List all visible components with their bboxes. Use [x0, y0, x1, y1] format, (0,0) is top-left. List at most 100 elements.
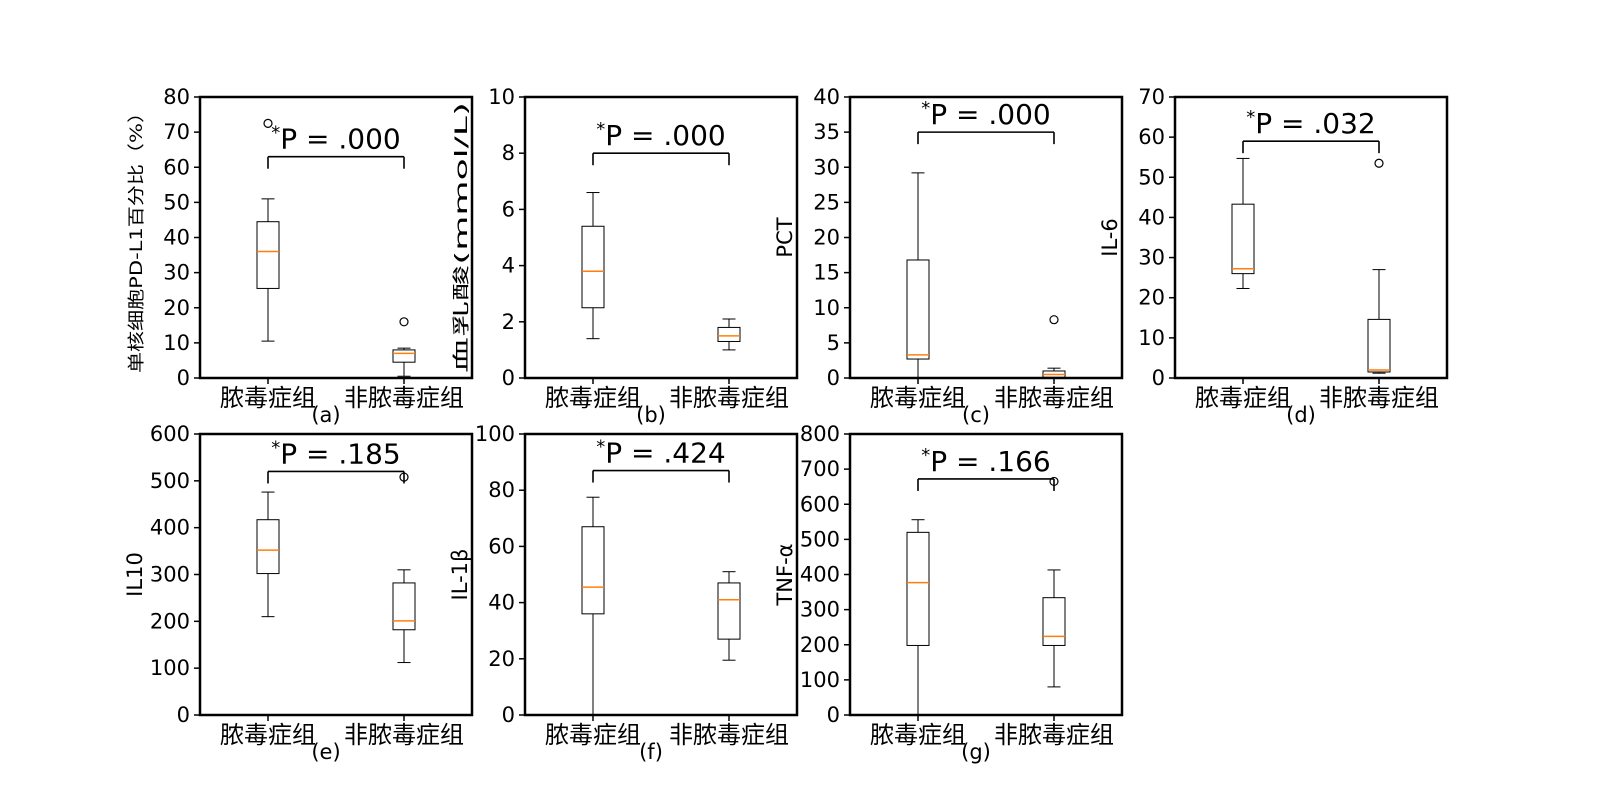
- y-axis-label: PCT: [773, 217, 797, 257]
- x-tick-label: 非脓毒症组: [994, 721, 1114, 749]
- y-tick-label: 700: [800, 457, 840, 481]
- iqr-box: [256, 221, 280, 289]
- y-tick-label: 400: [150, 516, 190, 540]
- x-tick-label: 脓毒症组: [545, 721, 641, 749]
- box-1: [256, 118, 280, 342]
- box-2: [392, 472, 416, 664]
- y-tick-label: 0: [177, 366, 190, 390]
- p-value-label: *P = .000: [271, 123, 401, 156]
- subplot-a: 0 10 20 30 40 50 60 70 80 脓毒症组 非脓毒症组 单核细胞PD-L1百分比（%…: [127, 85, 474, 427]
- x-tick-label: 非脓毒症组: [344, 721, 464, 749]
- box-1: [581, 192, 605, 340]
- y-tick-label: 0: [827, 366, 840, 390]
- subplot-b: 0 2 4 6 8 10 脓毒症组 非脓毒症组 血乳酸(mmol/L) (b) *P = .000: [452, 85, 799, 427]
- y-tick-label: 300: [800, 598, 840, 622]
- p-value-label: *P = .000: [921, 98, 1051, 131]
- axes-frame: [1173, 95, 1449, 380]
- iqr-box: [1042, 597, 1066, 646]
- box-2: [717, 571, 741, 661]
- axes-frame: [523, 95, 799, 380]
- significance-annotation: *P = .032: [1242, 107, 1380, 154]
- y-tick-label: 0: [1152, 366, 1165, 390]
- significance-annotation: *P = .000: [592, 119, 730, 166]
- x-tick-label: 脓毒症组: [870, 721, 966, 749]
- p-value-label: *P = .185: [271, 437, 401, 470]
- panel-label: (f): [639, 740, 663, 764]
- x-tick-label: 非脓毒症组: [994, 384, 1114, 412]
- y-tick-label: 30: [813, 155, 840, 179]
- subplot-d: 0 10 20 30 40 50 60 70 脓毒症组 非脓毒症组 IL-6 (d) *P = .032: [1098, 85, 1449, 427]
- y-tick-label: 100: [800, 668, 840, 692]
- p-value-label: *P = .032: [1246, 107, 1376, 140]
- y-tick-label: 40: [488, 591, 515, 615]
- iqr-box: [392, 582, 416, 631]
- y-tick-label: 200: [150, 609, 190, 633]
- axes-frame: [523, 432, 799, 717]
- y-tick-label: 8: [502, 141, 515, 165]
- box-2: [717, 318, 741, 351]
- significance-annotation: *P = .185: [267, 437, 405, 484]
- iqr-box: [256, 519, 280, 575]
- box-2: [1042, 315, 1066, 379]
- subplot-f: 0 20 40 60 80 100 脓毒症组 非脓毒症组 IL-1β (f) *P = .424: [448, 422, 799, 764]
- y-tick-label: 0: [502, 703, 515, 727]
- box-2: [1367, 158, 1391, 374]
- iqr-box: [1231, 203, 1255, 275]
- y-tick-label: 20: [813, 226, 840, 250]
- x-tick-label: 脓毒症组: [1195, 384, 1291, 412]
- y-axis-label: IL10: [123, 552, 147, 597]
- y-tick-label: 80: [488, 478, 515, 502]
- x-tick-label: 非脓毒症组: [669, 384, 789, 412]
- outlier-point: [263, 118, 273, 128]
- y-tick-label: 600: [800, 492, 840, 516]
- y-tick-label: 300: [150, 563, 190, 587]
- box-1: [906, 519, 930, 716]
- x-tick-label: 脓毒症组: [220, 721, 316, 749]
- y-tick-label: 10: [813, 296, 840, 320]
- x-tick-label: 脓毒症组: [220, 384, 316, 412]
- y-tick-label: 40: [813, 85, 840, 109]
- y-axis-label: TNF-α: [773, 543, 797, 606]
- y-tick-label: 5: [827, 331, 840, 355]
- y-tick-label: 10: [1138, 326, 1165, 350]
- iqr-box: [1367, 318, 1391, 373]
- y-tick-label: 40: [163, 226, 190, 250]
- panel-label: (g): [961, 740, 991, 764]
- y-tick-label: 100: [475, 422, 515, 446]
- x-tick-label: 非脓毒症组: [1319, 384, 1439, 412]
- p-value-label: *P = .166: [921, 445, 1051, 478]
- y-tick-label: 35: [813, 120, 840, 144]
- panel-label: (e): [311, 740, 340, 764]
- panel-label: (c): [962, 403, 990, 427]
- y-tick-label: 20: [488, 647, 515, 671]
- outlier-point: [1049, 315, 1059, 325]
- y-tick-label: 100: [150, 656, 190, 680]
- x-tick-label: 脓毒症组: [870, 384, 966, 412]
- y-tick-label: 10: [488, 85, 515, 109]
- box-1: [256, 491, 280, 618]
- y-tick-label: 10: [163, 331, 190, 355]
- y-tick-label: 4: [502, 254, 515, 278]
- iqr-box: [581, 526, 605, 615]
- box-1: [1231, 157, 1255, 289]
- y-axis-label: 单核细胞PD-L1百分比（%）: [127, 102, 147, 373]
- y-axis-label: IL-1β: [448, 549, 472, 601]
- y-tick-label: 400: [800, 563, 840, 587]
- y-axis-label: IL-6: [1098, 218, 1122, 256]
- subplot-g: 0 100 200 300 400 500 600 700 800 脓毒症组 非脓毒症组 TNF-α (…: [773, 422, 1124, 764]
- y-tick-label: 500: [150, 469, 190, 493]
- x-tick-label: 非脓毒症组: [344, 384, 464, 412]
- panel-label: (b): [636, 403, 666, 427]
- y-tick-label: 2: [502, 310, 515, 334]
- y-tick-label: 70: [163, 120, 190, 144]
- y-tick-label: 0: [827, 703, 840, 727]
- iqr-box: [717, 582, 741, 640]
- panel-label: (a): [311, 403, 340, 427]
- y-tick-label: 50: [163, 190, 190, 214]
- y-tick-label: 25: [813, 190, 840, 214]
- box-2: [1042, 476, 1066, 688]
- iqr-box: [906, 531, 930, 646]
- y-tick-label: 6: [502, 197, 515, 221]
- iqr-box: [906, 259, 930, 360]
- significance-annotation: *P = .424: [592, 437, 730, 483]
